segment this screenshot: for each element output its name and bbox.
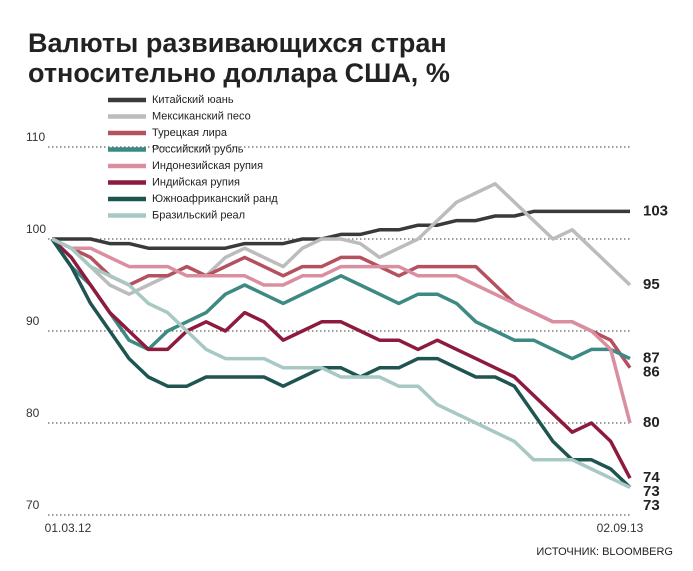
legend-label: Китайский юань	[152, 94, 234, 106]
y-tick-label: 90	[26, 314, 40, 328]
legend-label: Индонезийская рупия	[152, 160, 263, 172]
end-label: 86	[643, 364, 660, 381]
y-tick-label: 70	[26, 498, 40, 512]
end-label: 95	[643, 276, 660, 293]
end-label: 73	[643, 483, 660, 500]
y-tick-label: 110	[26, 130, 45, 144]
end-label: 73	[643, 497, 660, 514]
y-tick-label: 80	[26, 406, 40, 420]
x-tick-label: 01.03.12	[45, 521, 92, 535]
end-label: 103	[643, 202, 668, 219]
legend-label: Турецкая лира	[152, 127, 228, 139]
chart-title: Валюты развивающихся стран	[28, 28, 447, 58]
series-line	[50, 237, 632, 489]
series-line	[51, 182, 632, 296]
x-tick-label: 02.09.13	[597, 521, 644, 535]
series-line	[50, 237, 632, 480]
legend-label: Южноафриканский ранд	[152, 193, 278, 205]
series-line	[51, 237, 632, 424]
legend-label: Бразильский реал	[152, 209, 245, 221]
series-line	[51, 237, 631, 489]
chart-subtitle: относительно доллара США, %	[28, 58, 450, 88]
end-label: 80	[643, 414, 660, 431]
y-tick-label: 100	[26, 222, 46, 236]
legend-label: Индийская рупия	[152, 176, 240, 188]
legend-label: Российский рубль	[152, 143, 244, 155]
legend-label: Мексиканский песо	[152, 110, 251, 122]
source: ИСТОЧНИК: BLOOMBERG	[536, 546, 673, 558]
end-label: 74	[643, 469, 660, 486]
end-label: 87	[643, 350, 660, 367]
series-line	[52, 209, 630, 250]
